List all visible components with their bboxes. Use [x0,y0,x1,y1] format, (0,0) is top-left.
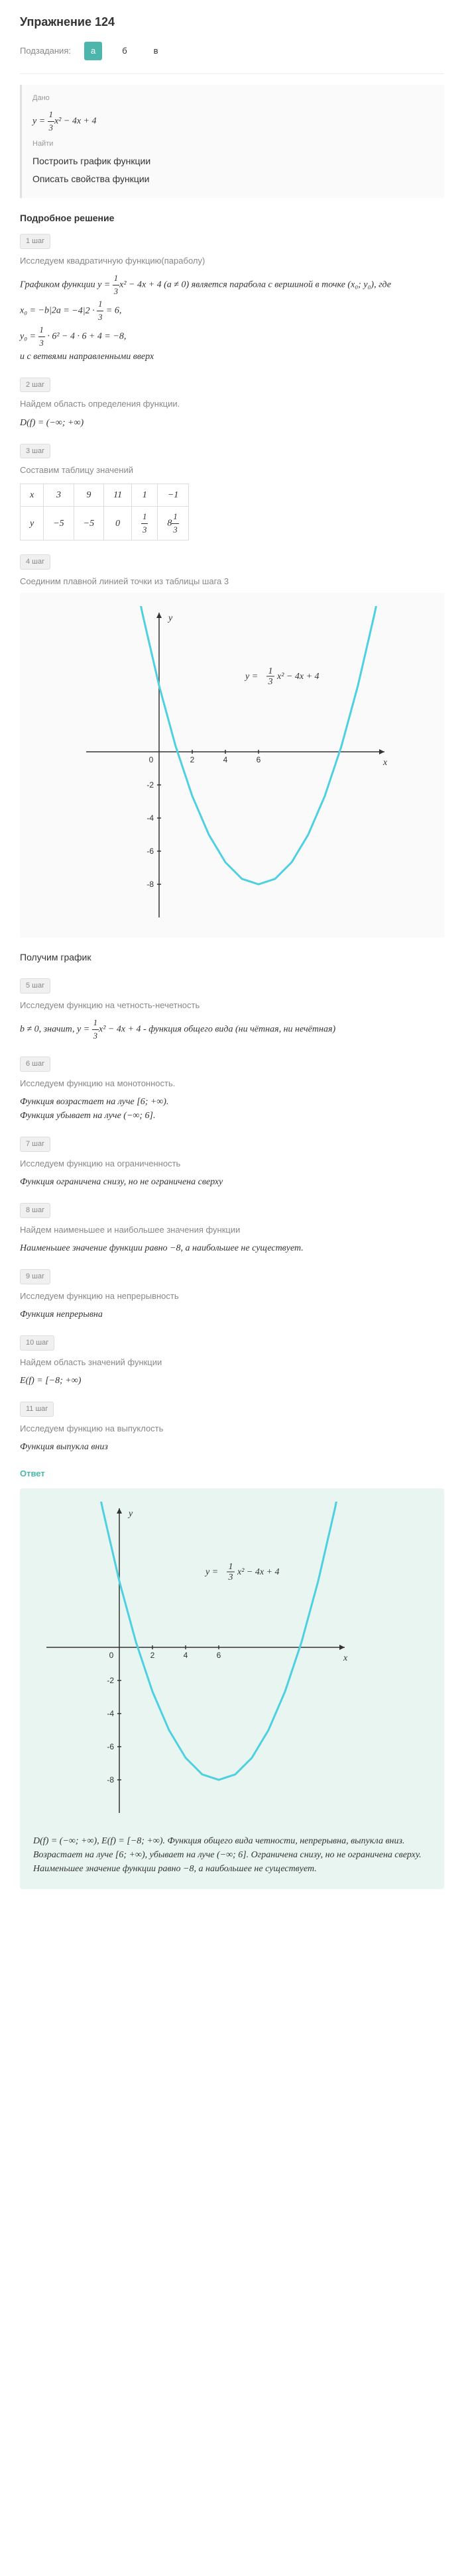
step-text: Составим таблицу значений [20,464,444,477]
find-label: Найти [32,138,434,150]
svg-text:x: x [343,1653,348,1663]
step-text: Найдем область значений функции [20,1356,444,1369]
table-cell: −5 [74,506,103,541]
table-cell: −5 [44,506,74,541]
svg-text:-2: -2 [146,780,154,790]
svg-text:3: 3 [228,1572,233,1582]
step-body: E(f) = [−8; +∞) [20,1374,444,1388]
svg-text:y: y [127,1509,133,1519]
step-body: Наименьшее значение функции равно −8, а … [20,1241,444,1255]
table-cell: y [21,506,44,541]
values-table: x39111−1y−5−5013813 [20,484,189,541]
table-cell: 813 [158,506,188,541]
step-text: Исследуем функцию на непрерывность [20,1290,444,1303]
answer-box: 0 x y 2 4 6 -2 -4 -6 -8 y = 13 x² − 4x + 4 D(f) = (… [20,1488,444,1889]
svg-text:y =: y = [244,672,258,682]
svg-text:6: 6 [257,755,261,764]
step-badge: 1 шаг [20,234,50,249]
step-badge: 9 шаг [20,1269,50,1284]
step-body: Функция непрерывна [20,1308,444,1321]
tab-a[interactable]: а [84,42,102,60]
svg-text:x: x [382,758,388,768]
step-text: Соединим плавной линией точки из таблицы… [20,575,444,588]
after-chart-text: Получим график [20,951,444,964]
svg-text:4: 4 [184,1651,188,1660]
task-1: Построить график функции [32,154,434,168]
svg-text:-2: -2 [107,1676,114,1685]
steps-container-1: 1 шаг Исследуем квадратичную функцию(пара… [20,233,444,937]
svg-text:y =: y = [204,1567,218,1577]
given-section: Дано y = 13x² − 4x + 4 Найти Построить г… [20,85,444,199]
svg-text:-4: -4 [146,813,154,823]
subtasks-label: Подзадания: [20,44,71,58]
step-badge: 7 шаг [20,1137,50,1152]
table-cell: x [21,484,44,506]
tab-b[interactable]: б [115,42,133,60]
task-2: Описать свойства функции [32,172,434,186]
step-badge: 8 шаг [20,1203,50,1218]
step-body: Функция выпукла вниз [20,1440,444,1454]
svg-text:0: 0 [149,755,154,764]
svg-text:-4: -4 [107,1709,114,1718]
step-body: Функция возрастает на луче [6; +∞).Функц… [20,1095,444,1123]
table-cell: −1 [158,484,188,506]
step-text: Найдем наименьшее и наибольшее значения … [20,1223,444,1237]
step-text: Исследуем функцию на ограниченность [20,1157,444,1170]
svg-text:0: 0 [109,1651,114,1660]
svg-text:2: 2 [190,755,195,764]
table-cell: 1 [132,484,158,506]
step-text: Найдем область определения функции. [20,397,444,411]
answer-chart: 0 x y 2 4 6 -2 -4 -6 -8 y = 13 x² − 4x + 4 [33,1502,431,1824]
step-body: Графиком функции y = 13x² − 4x + 4 (a ≠ … [20,272,444,363]
table-cell: 3 [44,484,74,506]
step-text: Исследуем функцию на четность-нечетность [20,999,444,1012]
svg-text:3: 3 [268,677,273,687]
step-text: Исследуем функцию на монотонность. [20,1077,444,1090]
step-badge: 4 шаг [20,554,50,570]
step-badge: 2 шаг [20,378,50,393]
svg-text:y: y [167,613,173,623]
solution-title: Подробное решение [20,211,444,225]
step-body: Функция ограничена снизу, но не ограниче… [20,1175,444,1189]
steps-container-2: 5 шаг Исследуем функцию на четность-нечет… [20,978,444,1454]
answer-text: D(f) = (−∞; +∞), E(f) = [−8; +∞). Функци… [33,1834,431,1876]
svg-text:-6: -6 [107,1742,114,1751]
step-badge: 10 шаг [20,1335,54,1351]
step-badge: 6 шаг [20,1056,50,1072]
svg-text:4: 4 [223,755,228,764]
table-cell: 9 [74,484,103,506]
step-badge: 3 шаг [20,444,50,459]
page-title: Упражнение 124 [20,13,444,31]
svg-text:x² − 4x + 4: x² − 4x + 4 [276,672,319,682]
answer-label: Ответ [20,1467,444,1480]
step-badge: 5 шаг [20,978,50,994]
svg-text:1: 1 [268,666,273,676]
svg-text:2: 2 [150,1651,155,1660]
step-body: D(f) = (−∞; +∞) [20,416,444,430]
step-body: b ≠ 0, значит, y = 13x² − 4x + 4 - функц… [20,1017,444,1043]
table-cell: 13 [132,506,158,541]
svg-text:-8: -8 [146,880,154,889]
step-badge: 11 шаг [20,1402,54,1417]
svg-text:-8: -8 [107,1775,114,1784]
table-cell: 11 [104,484,132,506]
subtasks-row: Подзадания: а б в [20,42,444,60]
given-label: Дано [32,93,434,104]
step-text: Исследуем квадратичную функцию(параболу) [20,254,444,268]
step-text: Исследуем функцию на выпуклость [20,1422,444,1435]
tab-v[interactable]: в [147,42,165,60]
given-equation: y = 13x² − 4x + 4 [32,109,434,134]
svg-text:6: 6 [217,1651,221,1660]
svg-text:x² − 4x + 4: x² − 4x + 4 [237,1567,280,1577]
table-cell: 0 [104,506,132,541]
main-chart: 0 x y 2 4 6 -2 -4 -6 -8 y = 13x² − 4x + 4 [20,593,444,937]
svg-text:-6: -6 [146,847,154,856]
svg-text:1: 1 [229,1562,233,1572]
